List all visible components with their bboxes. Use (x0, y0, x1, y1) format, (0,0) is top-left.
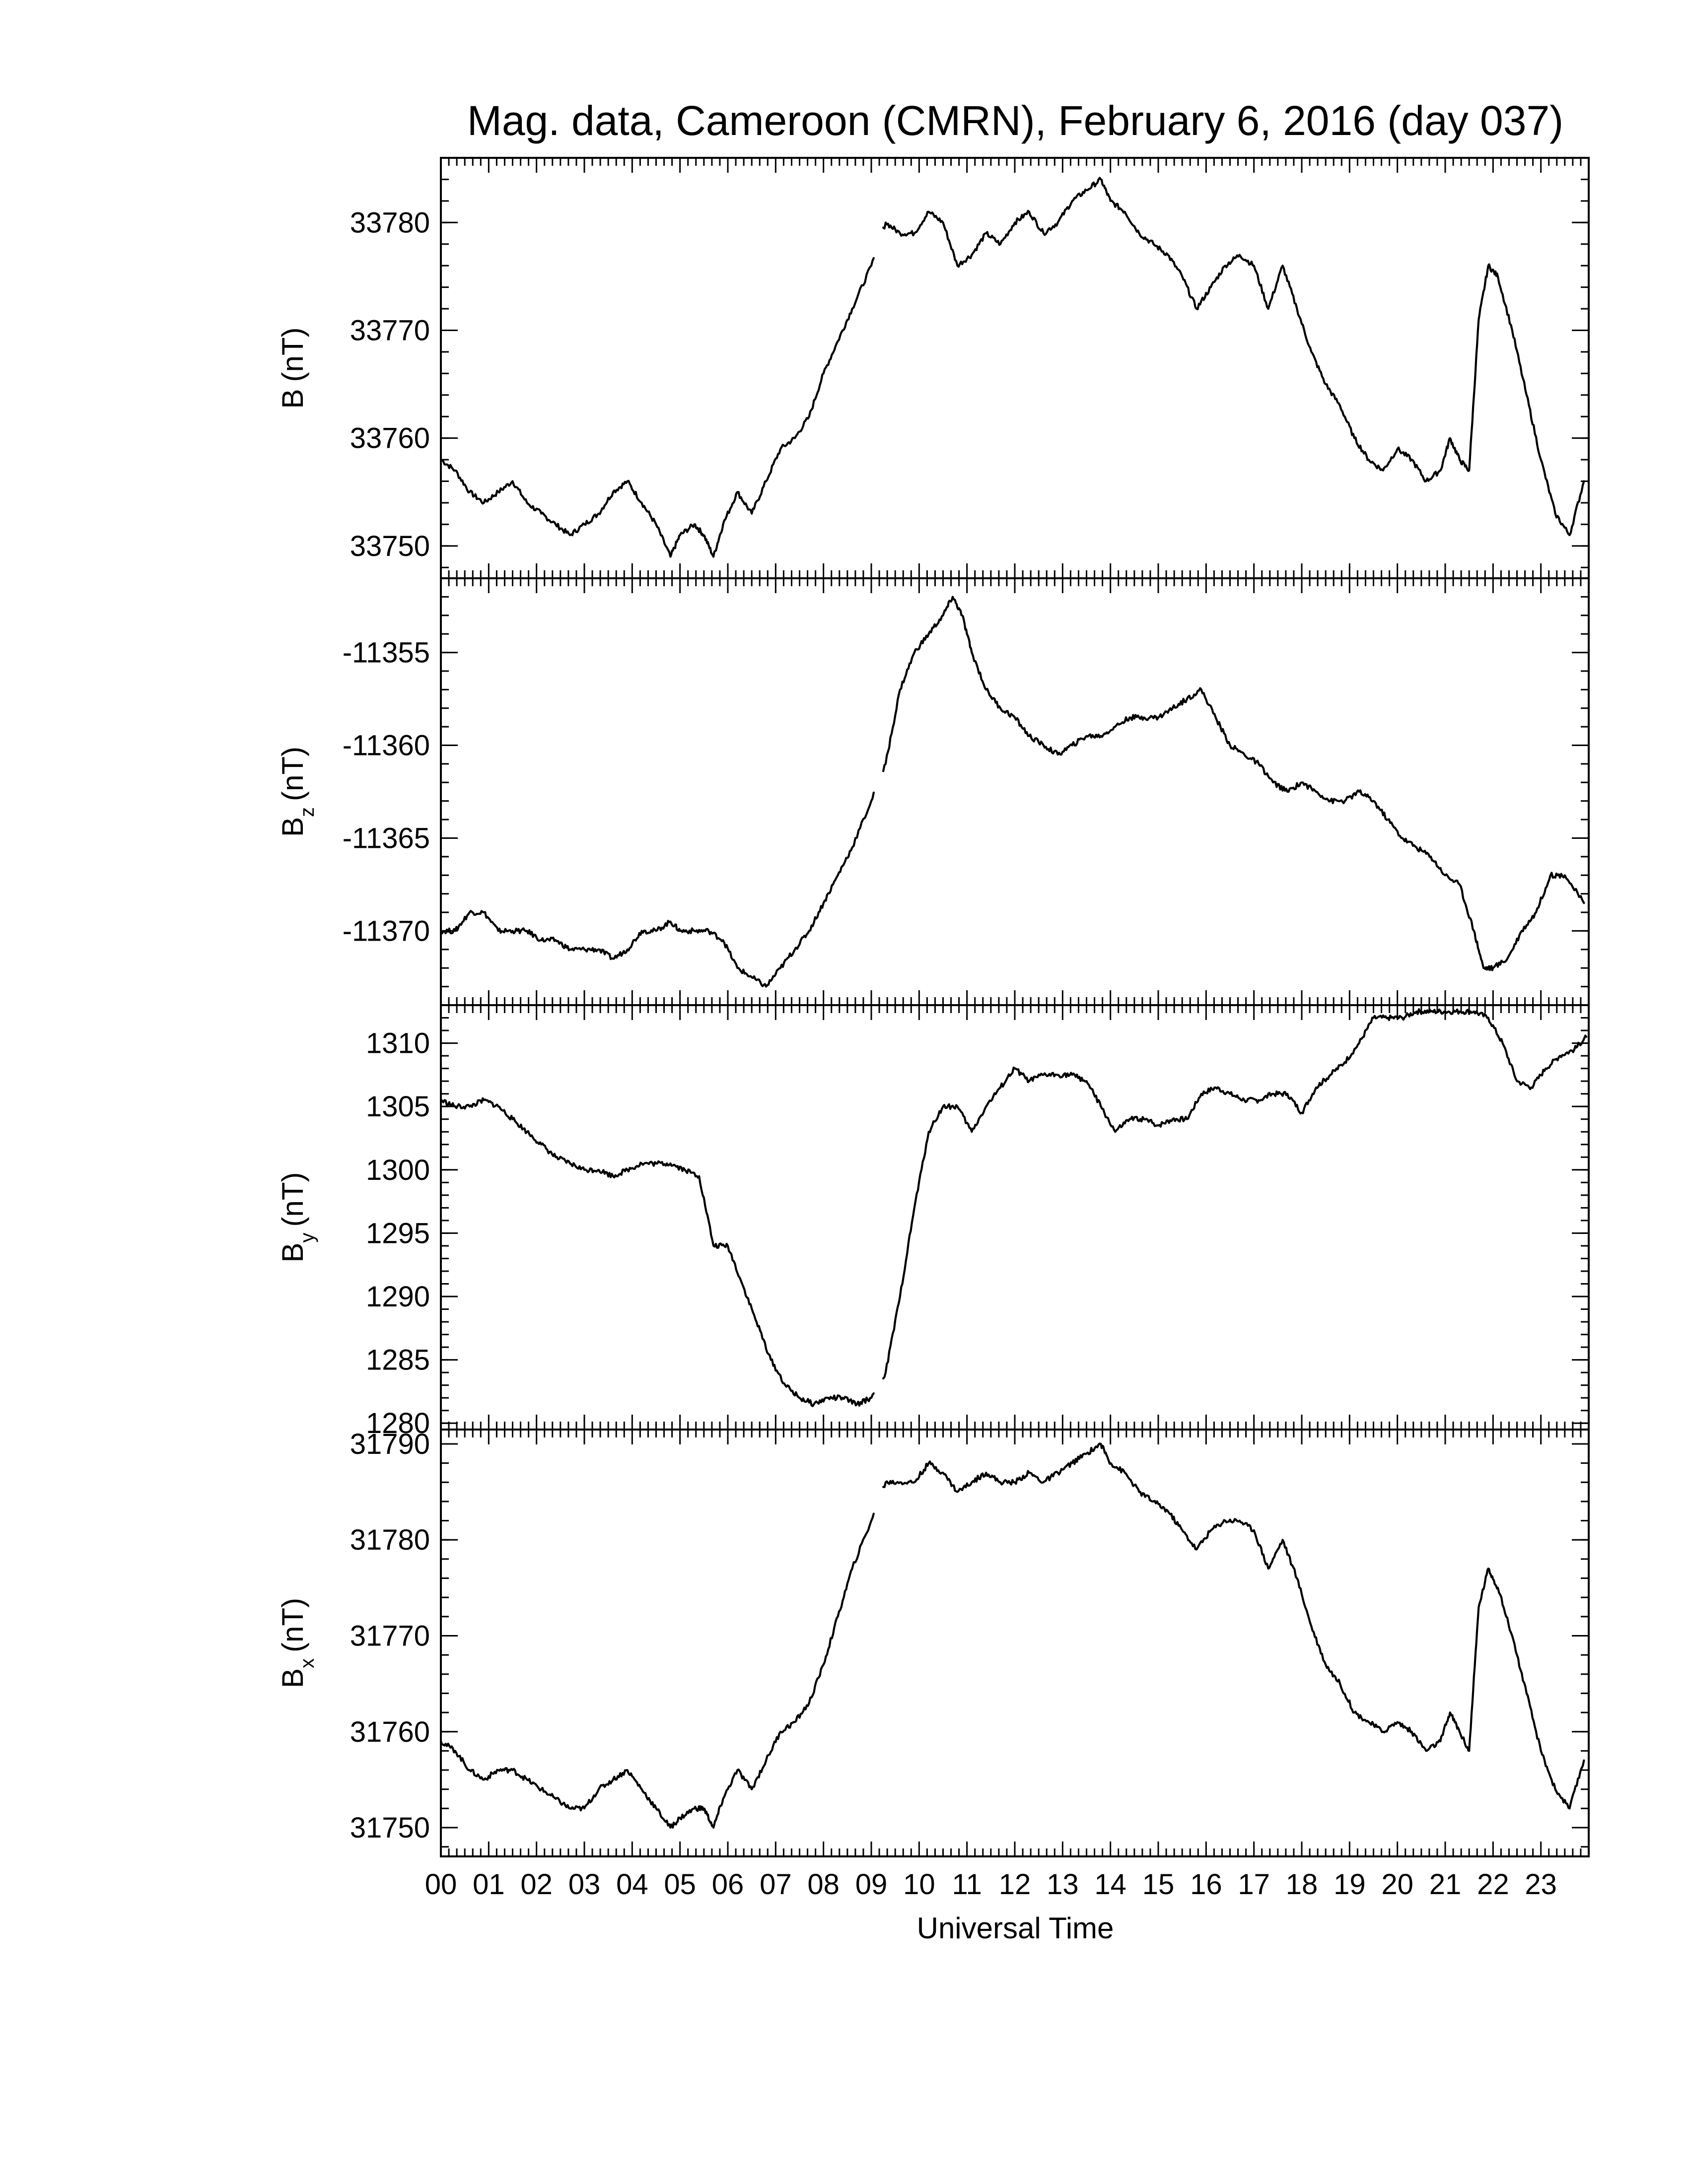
x-tick-label: 22 (1477, 1868, 1509, 1901)
panel-Bz: -11355 -11360 -11365 -11370 Bz (nT) (276, 577, 1590, 1006)
y-tick-label: 1300 (366, 1154, 430, 1186)
y-tick-label: 1305 (366, 1091, 430, 1123)
y-tick-label: 31780 (350, 1524, 430, 1556)
panel-B: 33750 33760 33770 33780 B (nT) (276, 157, 1590, 579)
x-tick-label: 08 (807, 1868, 840, 1901)
x-tick-label: 13 (1047, 1868, 1079, 1901)
y-tick-label: -11355 (343, 637, 430, 669)
y-tick-label: 1310 (366, 1027, 430, 1060)
y-axis-label-unit: (nT) (276, 1172, 309, 1227)
x-tick-label: 03 (568, 1868, 601, 1901)
x-axis-label: Universal Time (917, 1911, 1114, 1945)
series-line-Bz-0 (439, 791, 875, 988)
x-tick-label: 20 (1381, 1868, 1413, 1901)
x-tick-label: 18 (1286, 1868, 1318, 1901)
y-tick-label: 31760 (350, 1716, 430, 1748)
y-axis-label: B (nT) (276, 327, 309, 409)
y-axis-label-main: B (276, 1668, 309, 1688)
y-tick-label: 1280 (366, 1407, 430, 1439)
y-axis-label-subscript: z (296, 807, 318, 817)
x-tick-label: 16 (1190, 1868, 1222, 1901)
x-tick-label: 05 (664, 1868, 696, 1901)
x-tick-label: 19 (1334, 1868, 1366, 1901)
panel-Bx: 31750 31760 31770 31780 31790 Bx (nT) (276, 1428, 1590, 1857)
y-axis-label-unit: (nT) (276, 327, 309, 382)
x-tick-label: 15 (1142, 1868, 1175, 1901)
x-tick-label: 06 (712, 1868, 744, 1901)
y-tick-label: 33750 (350, 530, 430, 562)
y-axis-label-unit: (nT) (276, 747, 309, 801)
series-line-Bx-0 (439, 1512, 875, 1829)
chart-title: Mag. data, Cameroon (CMRN), February 6, … (467, 97, 1563, 144)
x-tick-label: 12 (999, 1868, 1031, 1901)
panels: 33750337603377033780B(nT)-11355-11360-11… (276, 157, 1590, 1857)
y-tick-label: 31790 (350, 1428, 430, 1460)
y-axis-label: By (nT) (276, 1172, 318, 1262)
y-axis-label-subscript: x (296, 1658, 318, 1668)
x-tick-label: 09 (855, 1868, 888, 1901)
series-line-B-0 (439, 257, 875, 558)
x-axis: 00 01 02 03 04 05 06 07 08 09 10 11 12 13 14 15 16 17 18 19… (425, 1868, 1557, 1901)
x-tick-label: 14 (1094, 1868, 1126, 1901)
y-tick-label: 31770 (350, 1620, 430, 1652)
x-tick-label: 00 (425, 1868, 457, 1901)
y-tick-label: 33780 (350, 206, 430, 239)
y-axis-label: Bx (nT) (276, 1598, 318, 1688)
series-line-Bz-1 (882, 596, 1585, 971)
x-tick-label: 21 (1429, 1868, 1462, 1901)
y-tick-label: -11365 (343, 822, 430, 854)
y-axis-label-main: B (276, 817, 309, 837)
x-tick-label: 04 (616, 1868, 648, 1901)
y-axis-label: Bz (nT) (276, 747, 318, 837)
y-tick-label: 1295 (366, 1217, 430, 1249)
series-line-By-1 (882, 1008, 1588, 1380)
y-tick-label: 1285 (366, 1344, 430, 1376)
x-tick-label: 11 (952, 1868, 982, 1901)
y-tick-label: 1290 (366, 1281, 430, 1313)
x-tick-label: 02 (520, 1868, 553, 1901)
series-line-By-0 (439, 1097, 875, 1407)
y-tick-label: 31750 (350, 1812, 430, 1844)
y-tick-label: -11360 (343, 730, 430, 762)
y-tick-label: 33760 (350, 422, 430, 455)
series-line-Bx-1 (882, 1442, 1585, 1810)
y-axis-label-main: B (276, 1242, 309, 1262)
y-axis-label-subscript: y (296, 1232, 318, 1242)
y-tick-label: 33770 (350, 314, 430, 346)
y-axis-label-main: B (276, 389, 309, 409)
x-tick-label: 17 (1238, 1868, 1270, 1901)
series-line-B-1 (882, 177, 1585, 537)
x-tick-label: 10 (903, 1868, 935, 1901)
panel-By: 1280 1285 1290 1295 1300 1305 1310 By (nT) (276, 1004, 1590, 1439)
x-tick-label: 23 (1525, 1868, 1557, 1901)
y-tick-label: -11370 (343, 915, 430, 947)
x-tick-label: 01 (473, 1868, 505, 1901)
x-tick-label: 07 (760, 1868, 792, 1901)
y-axis-label-unit: (nT) (276, 1598, 309, 1652)
